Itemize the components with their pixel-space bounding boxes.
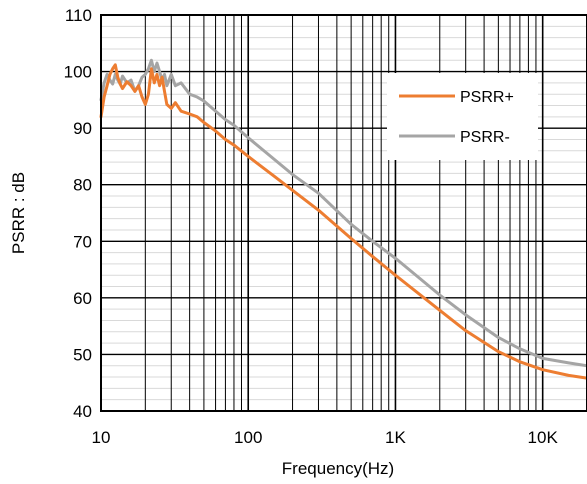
legend-label: PSRR+ bbox=[460, 89, 514, 106]
plot-frame bbox=[100, 14, 587, 412]
y-tick-label: 40 bbox=[73, 402, 92, 421]
y-tick-label: 100 bbox=[64, 63, 92, 82]
y-tick-label: 70 bbox=[73, 232, 92, 251]
y-tick-label: 90 bbox=[73, 119, 92, 138]
y-tick-label: 80 bbox=[73, 176, 92, 195]
x-axis-label: Frequency(Hz) bbox=[282, 459, 394, 478]
x-tick-label: 10 bbox=[92, 428, 111, 447]
legend-label: PSRR- bbox=[460, 129, 510, 146]
y-axis-label: PSRR : dB bbox=[9, 172, 28, 254]
legend: PSRR+ PSRR- bbox=[387, 73, 538, 160]
x-tick-label: 1K bbox=[385, 428, 406, 447]
series-line-psrr- bbox=[99, 63, 587, 380]
x-tick-label: 100 bbox=[234, 428, 262, 447]
y-tick-label: 60 bbox=[73, 289, 92, 308]
y-tick-label: 50 bbox=[73, 345, 92, 364]
x-tick-label: 10K bbox=[528, 428, 559, 447]
legend-box bbox=[387, 73, 538, 160]
y-tick-labels: 40 50 60 70 80 90 100 110 bbox=[64, 6, 92, 421]
y-tick-label: 110 bbox=[65, 6, 92, 25]
series-line-psrr- bbox=[99, 58, 587, 368]
series-layer bbox=[99, 58, 587, 380]
x-tick-labels: 10 100 1K 10K bbox=[92, 428, 559, 447]
